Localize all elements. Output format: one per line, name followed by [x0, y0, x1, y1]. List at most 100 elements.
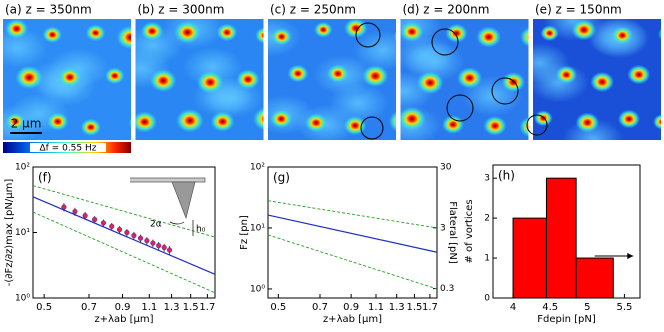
image-panel — [400, 18, 529, 140]
x-axis-label: z+λab [μm] — [94, 314, 153, 325]
annotation: h₀ — [196, 225, 206, 235]
x-tick-label: 0.5 — [270, 302, 286, 313]
image-panel — [533, 18, 661, 140]
confidence-line — [32, 211, 216, 294]
y-axis-label: Fz [pn] — [239, 215, 250, 250]
x-tick-label: 1.5 — [183, 302, 199, 313]
highlight-circle — [360, 116, 384, 140]
highlight-circle — [355, 22, 381, 48]
y2-tick-label: 3 — [440, 223, 446, 233]
vortex — [210, 111, 235, 132]
vortex — [135, 111, 158, 133]
data-point — [124, 229, 130, 236]
label-box — [533, 0, 661, 19]
vortex — [653, 114, 661, 130]
haze — [328, 83, 389, 124]
histogram-bar — [512, 217, 547, 299]
label-box — [135, 0, 264, 19]
x-tick-label: 4 — [510, 302, 516, 313]
scale-bar-label: 2 μm — [11, 117, 42, 131]
x-tick-label: 0.7 — [81, 302, 97, 313]
data-point — [161, 244, 167, 251]
vortex — [617, 109, 641, 129]
vortex — [176, 108, 204, 133]
vortex — [362, 64, 389, 87]
y-tick-label: 10² — [15, 163, 30, 173]
data-point — [92, 216, 98, 223]
image-panel — [3, 18, 131, 140]
y-axis-label: # of vortices — [464, 199, 475, 263]
tip-cantilever — [130, 177, 206, 183]
vortex — [590, 71, 615, 93]
y-tick-label: 10⁰ — [15, 294, 30, 304]
data-point — [131, 232, 137, 239]
confidence-line — [32, 185, 216, 238]
tip-angle — [169, 221, 185, 225]
vortex — [149, 69, 177, 92]
x-tick-label: 1.1 — [141, 302, 157, 313]
arrow-head — [627, 253, 634, 260]
vortex — [42, 26, 63, 44]
vortex — [5, 113, 26, 130]
vortex — [174, 21, 201, 44]
vortex — [15, 65, 43, 90]
vortex — [140, 21, 164, 41]
y-tick-label: 0 — [484, 294, 490, 304]
data-point — [100, 220, 107, 226]
vortex — [442, 115, 465, 134]
histogram-bar — [575, 257, 614, 299]
vortex — [658, 27, 661, 41]
vortex — [534, 110, 553, 127]
haze — [400, 35, 455, 76]
chart-title: (f) — [38, 171, 52, 185]
chart: 4 4.5 5 5.5 0 1 2 3 Fdepin [pN] # of vortices (h) — [464, 164, 641, 325]
vortex — [483, 116, 507, 136]
haze — [533, 62, 589, 103]
vortex — [287, 64, 309, 83]
haze — [352, 30, 396, 71]
vortex — [416, 71, 444, 95]
vortex — [540, 25, 559, 41]
x-tick-label: 5.5 — [616, 302, 632, 313]
image-panels: (a) z = 350nm (b) z = 300nm (c) z = 250nm (… — [3, 0, 661, 140]
y-tick-label: 3 — [484, 174, 490, 184]
confidence-line — [267, 234, 438, 290]
label-box — [3, 0, 131, 19]
data-point — [156, 243, 162, 249]
highlight-circle — [526, 114, 548, 136]
data-point — [61, 204, 67, 210]
vortex — [116, 25, 131, 50]
y2-axis-label: Flateral [pN] — [447, 201, 458, 264]
x-tick-label: 1.5 — [406, 302, 422, 313]
panel-label: (e) z = 150nm — [535, 3, 622, 17]
x-axis-label: Fdepin [pN] — [537, 314, 596, 325]
haze — [182, 47, 243, 88]
vortex — [520, 27, 529, 48]
vortex — [85, 24, 106, 42]
vortex — [400, 21, 424, 42]
colorbar-label: Δf = 0.55 Hz — [40, 144, 97, 154]
vortex — [393, 30, 396, 42]
highlight-circle — [491, 77, 519, 105]
chart-title: (h) — [498, 169, 515, 183]
x-tick-label: 0.7 — [312, 302, 328, 313]
vortex — [255, 27, 264, 44]
x-tick-label: 0.9 — [115, 302, 131, 313]
vortex — [571, 19, 597, 41]
vortex — [400, 106, 426, 131]
y-tick-label: 1 — [484, 254, 490, 264]
vortex — [501, 72, 526, 93]
vortex — [327, 64, 349, 83]
data-point — [116, 226, 123, 233]
data-point — [82, 213, 88, 219]
y-tick-label: 2 — [484, 214, 490, 224]
fit-line — [32, 196, 216, 275]
x-tick-label: 1.7 — [199, 302, 215, 313]
x-axis-label: z+λab [μm] — [323, 314, 382, 325]
vortex — [519, 116, 529, 138]
vortex — [476, 26, 502, 48]
vortex — [344, 18, 368, 39]
panel-label: (b) z = 300nm — [138, 3, 225, 17]
